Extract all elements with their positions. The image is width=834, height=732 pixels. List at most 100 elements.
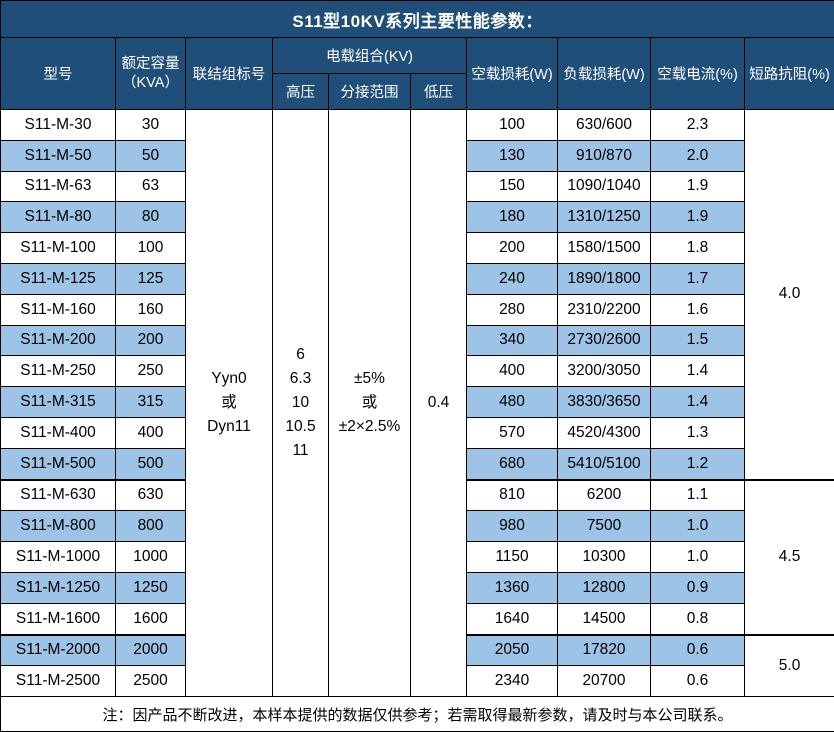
load-loss-cell: 910/870 [558, 140, 651, 171]
capacity-cell: 800 [116, 511, 186, 542]
no-load-current-cell: 2.3 [651, 110, 745, 141]
no-load-current-cell: 0.8 [651, 603, 745, 634]
load-loss-cell: 3830/3650 [558, 387, 651, 418]
model-cell: S11-M-400 [1, 417, 116, 448]
model-cell: S11-M-630 [1, 480, 116, 511]
model-cell: S11-M-160 [1, 294, 116, 325]
col-header-tap-range: 分接范围 [329, 74, 411, 110]
no-load-loss-cell: 1360 [467, 572, 558, 603]
model-cell: S11-M-30 [1, 110, 116, 141]
spec-sheet: S11型10KV系列主要性能参数： 型号 额定容量 （KVA） 联结组标号 电载… [0, 0, 834, 706]
connection-cell: Yyn0 或 Dyn11 [186, 110, 273, 697]
col-header-connection: 联结组标号 [186, 38, 273, 110]
header-row-1: 型号 额定容量 （KVA） 联结组标号 电载组合(KV) 空载损耗(W) 负载损… [1, 38, 834, 74]
capacity-cell: 1600 [116, 603, 186, 634]
load-loss-cell: 12800 [558, 572, 651, 603]
model-cell: S11-M-315 [1, 387, 116, 418]
impedance-cell: 4.0 [745, 110, 834, 480]
no-load-loss-cell: 2340 [467, 666, 558, 697]
no-load-loss-cell: 100 [467, 110, 558, 141]
model-cell: S11-M-125 [1, 263, 116, 294]
no-load-loss-cell: 240 [467, 263, 558, 294]
load-loss-cell: 2730/2600 [558, 325, 651, 356]
load-loss-cell: 14500 [558, 603, 651, 634]
no-load-current-cell: 1.9 [651, 171, 745, 202]
no-load-current-cell: 2.0 [651, 140, 745, 171]
load-loss-cell: 10300 [558, 542, 651, 573]
high-voltage-cell: 6 6.3 10 10.5 11 [273, 110, 329, 697]
capacity-cell: 1000 [116, 542, 186, 573]
col-header-high-voltage: 高压 [273, 74, 329, 110]
impedance-cell: 4.5 [745, 480, 834, 635]
no-load-current-cell: 0.6 [651, 666, 745, 697]
col-header-no-load-loss: 空载损耗(W) [467, 38, 558, 110]
col-header-capacity: 额定容量 （KVA） [116, 38, 186, 110]
no-load-loss-cell: 810 [467, 480, 558, 511]
capacity-cell: 500 [116, 448, 186, 479]
capacity-cell: 100 [116, 233, 186, 264]
capacity-cell: 1250 [116, 572, 186, 603]
no-load-loss-cell: 280 [467, 294, 558, 325]
no-load-loss-cell: 130 [467, 140, 558, 171]
no-load-current-cell: 1.4 [651, 356, 745, 387]
no-load-loss-cell: 150 [467, 171, 558, 202]
title-row: S11型10KV系列主要性能参数： [1, 1, 834, 38]
model-cell: S11-M-1000 [1, 542, 116, 573]
load-loss-cell: 1310/1250 [558, 202, 651, 233]
capacity-cell: 2500 [116, 666, 186, 697]
no-load-loss-cell: 570 [467, 417, 558, 448]
load-loss-cell: 7500 [558, 511, 651, 542]
no-load-loss-cell: 1640 [467, 603, 558, 634]
col-header-low-voltage: 低压 [411, 74, 467, 110]
no-load-loss-cell: 480 [467, 387, 558, 418]
no-load-current-cell: 1.4 [651, 387, 745, 418]
model-cell: S11-M-50 [1, 140, 116, 171]
capacity-cell: 63 [116, 171, 186, 202]
no-load-current-cell: 1.2 [651, 448, 745, 479]
capacity-cell: 630 [116, 480, 186, 511]
capacity-cell: 50 [116, 140, 186, 171]
load-loss-cell: 1090/1040 [558, 171, 651, 202]
no-load-loss-cell: 400 [467, 356, 558, 387]
load-loss-cell: 3200/3050 [558, 356, 651, 387]
col-header-impedance: 短路抗阻(%) [745, 38, 834, 110]
model-cell: S11-M-1250 [1, 572, 116, 603]
capacity-cell: 250 [116, 356, 186, 387]
load-loss-cell: 4520/4300 [558, 417, 651, 448]
load-loss-cell: 1890/1800 [558, 263, 651, 294]
capacity-cell: 315 [116, 387, 186, 418]
capacity-cell: 125 [116, 263, 186, 294]
footer-note: 注：因产品不断改进，本样本提供的数据仅供参考；若需取得最新参数，请及时与本公司联… [1, 697, 834, 732]
no-load-current-cell: 1.0 [651, 511, 745, 542]
no-load-current-cell: 1.6 [651, 294, 745, 325]
model-cell: S11-M-800 [1, 511, 116, 542]
capacity-cell: 200 [116, 325, 186, 356]
load-loss-cell: 17820 [558, 635, 651, 666]
no-load-current-cell: 1.7 [651, 263, 745, 294]
col-header-no-load-current: 空载电流(%) [651, 38, 745, 110]
no-load-current-cell: 1.9 [651, 202, 745, 233]
col-header-load-loss: 负载损耗(W) [558, 38, 651, 110]
note-row: 注：因产品不断改进，本样本提供的数据仅供参考；若需取得最新参数，请及时与本公司联… [1, 697, 834, 732]
impedance-cell: 5.0 [745, 635, 834, 697]
col-header-voltage-group: 电载组合(KV) [273, 38, 467, 74]
capacity-cell: 30 [116, 110, 186, 141]
no-load-loss-cell: 1150 [467, 542, 558, 573]
no-load-current-cell: 1.3 [651, 417, 745, 448]
load-loss-cell: 6200 [558, 480, 651, 511]
model-cell: S11-M-1600 [1, 603, 116, 634]
capacity-cell: 80 [116, 202, 186, 233]
no-load-current-cell: 0.6 [651, 635, 745, 666]
no-load-loss-cell: 180 [467, 202, 558, 233]
load-loss-cell: 2310/2200 [558, 294, 651, 325]
low-voltage-cell: 0.4 [411, 110, 467, 697]
load-loss-cell: 5410/5100 [558, 448, 651, 479]
no-load-loss-cell: 340 [467, 325, 558, 356]
model-cell: S11-M-500 [1, 448, 116, 479]
tap-range-cell: ±5% 或 ±2×2.5% [329, 110, 411, 697]
model-cell: S11-M-2500 [1, 666, 116, 697]
no-load-current-cell: 1.1 [651, 480, 745, 511]
model-cell: S11-M-63 [1, 171, 116, 202]
model-cell: S11-M-100 [1, 233, 116, 264]
load-loss-cell: 630/600 [558, 110, 651, 141]
